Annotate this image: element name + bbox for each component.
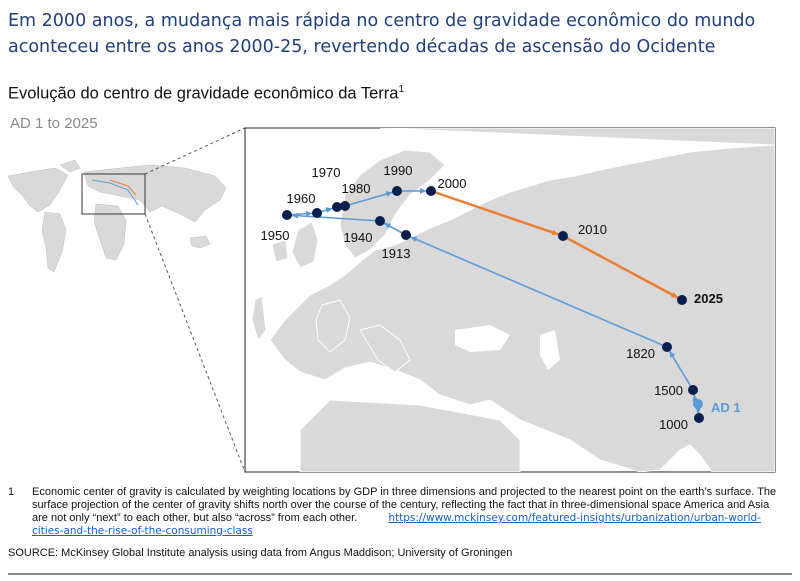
source-link[interactable]: https://www.mckinsey.com/featured-insigh… [32, 512, 761, 537]
point-label-1940: 1940 [344, 230, 373, 245]
point-label-2000: 2000 [438, 176, 467, 191]
point-1990 [392, 186, 402, 196]
gravity-points: AD 1 1000 1500 1820 1913 1940 1950 1960 19701980… [261, 163, 741, 432]
point-1500 [688, 385, 698, 395]
historical-path-arrowhead [410, 236, 418, 243]
point-label-ad-1: AD 1 [711, 400, 741, 415]
point-1980 [340, 201, 350, 211]
footnote-body: Economic center of gravity is calculated… [32, 486, 787, 538]
point-label-2010: 2010 [578, 222, 607, 237]
historical-path-arrowhead [384, 223, 392, 229]
point-1913 [401, 230, 411, 240]
thumbnail-focus-box [81, 173, 146, 215]
footnote-text: Economic center of gravity is calculated… [32, 486, 777, 524]
map-water-bodies [300, 130, 560, 370]
point-ad-1 [693, 399, 703, 409]
point-label-1500: 1500 [654, 383, 683, 398]
zoom-connector-bottom [144, 213, 246, 473]
historical-path-arrowhead [291, 212, 299, 219]
point-label-1950: 1950 [261, 228, 290, 243]
point-label-2025: 2025 [694, 291, 723, 306]
chart-title: Evolução do centro de gravidade econômic… [8, 84, 404, 104]
historical-path-arrowhead [669, 351, 676, 358]
point-label-1990: 1990 [384, 163, 413, 178]
chart-title-text: Evolução do centro de gravidade econômic… [8, 84, 399, 103]
point-1970 [332, 202, 342, 212]
point-label-1980: 1980 [342, 181, 371, 196]
historical-path-arrowhead [385, 191, 393, 197]
recent-path-arrowhead [670, 292, 678, 298]
footnote-number: 1 [8, 486, 15, 498]
thumbnail-path-blue [91, 179, 139, 206]
point-label-1913: 1913 [382, 246, 411, 261]
point-2010 [558, 231, 568, 241]
world-map-thumbnail [7, 159, 227, 273]
map-landmass [251, 128, 775, 472]
recent-path-arrowhead [551, 229, 559, 236]
zoom-connector-top [144, 127, 246, 175]
date-range-label: AD 1 to 2025 [10, 115, 98, 132]
point-label-1000: 1000 [659, 417, 688, 432]
footnote-marker: 1 [398, 84, 405, 95]
point-label-1820: 1820 [626, 346, 655, 361]
thumbnail-path-orange [109, 179, 137, 196]
historical-path-arrowhead [305, 210, 313, 217]
point-label-1960: 1960 [287, 191, 316, 206]
point-2000 [426, 186, 436, 196]
point-1950 [282, 210, 292, 220]
historical-path-arrowhead [420, 188, 426, 194]
bottom-divider [8, 573, 792, 575]
source-note: SOURCE: McKinsey Global Institute analys… [8, 547, 513, 559]
point-label-1970: 1970 [312, 165, 341, 180]
point-1000 [694, 413, 704, 423]
point-1960 [312, 208, 322, 218]
headline: Em 2000 anos, a mudança mais rápida no c… [8, 11, 756, 57]
point-1940 [375, 216, 385, 226]
point-2025 [677, 295, 687, 305]
historical-path-arrowhead [325, 207, 333, 214]
point-1820 [662, 342, 672, 352]
